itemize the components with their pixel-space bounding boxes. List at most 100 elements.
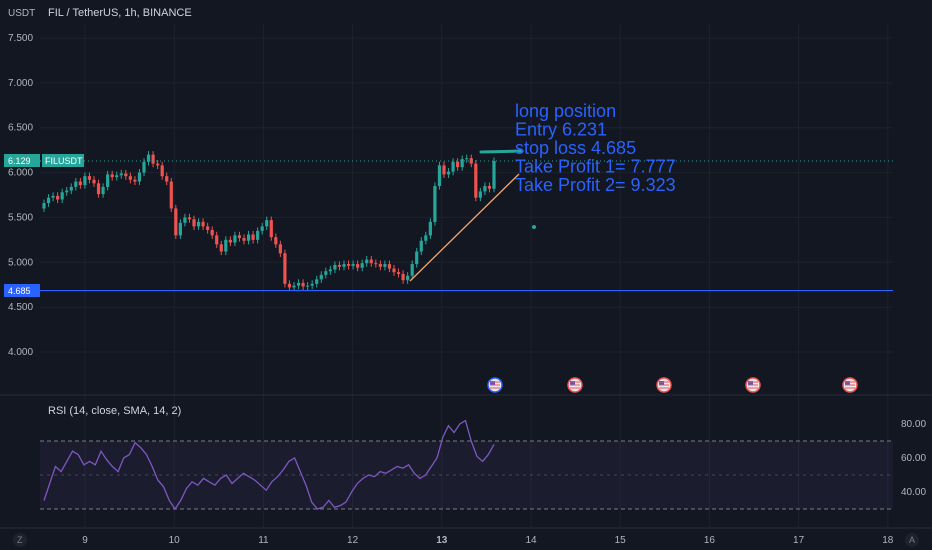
- candle: [283, 249, 287, 288]
- trend-line[interactable]: [409, 173, 520, 282]
- candle: [378, 260, 382, 271]
- candle: [174, 204, 178, 239]
- candle: [401, 270, 405, 284]
- candle: [437, 161, 442, 190]
- candle: [319, 271, 323, 283]
- candle: [342, 260, 346, 271]
- candle: [183, 213, 187, 227]
- candle: [69, 183, 73, 195]
- candle: [233, 231, 237, 247]
- price-tick-label: 5.500: [8, 212, 33, 223]
- candle: [237, 231, 242, 242]
- price-tick-label: 6.000: [8, 168, 33, 179]
- us-flag-icon: [745, 377, 761, 393]
- candle: [287, 280, 292, 291]
- candle: [215, 231, 219, 248]
- zoom-icon[interactable]: Z: [13, 533, 27, 547]
- candle: [328, 265, 332, 275]
- stop-loss-tag: 4.685: [4, 284, 40, 297]
- candle: [46, 194, 51, 207]
- candle: [456, 158, 460, 171]
- candle: [324, 267, 328, 279]
- candle: [465, 154, 469, 163]
- candle: [96, 179, 101, 198]
- candle: [160, 161, 164, 180]
- candle: [115, 171, 119, 181]
- candle: [469, 154, 473, 168]
- candle: [446, 168, 451, 178]
- candle: [306, 282, 310, 291]
- candle: [392, 264, 396, 276]
- rsi-tick-label: 40.00: [901, 487, 926, 498]
- candle: [165, 172, 169, 186]
- candle: [228, 236, 232, 247]
- symbol-title: FIL / TetherUS, 1h, BINANCE: [48, 7, 192, 19]
- price-tick-label: 4.500: [8, 302, 33, 313]
- candle: [246, 230, 251, 245]
- candle: [78, 177, 82, 189]
- candle: [178, 219, 182, 239]
- candle: [333, 261, 337, 274]
- candle: [278, 240, 282, 257]
- candle: [87, 172, 92, 184]
- candle: [383, 260, 387, 271]
- candle: [369, 256, 373, 267]
- candle: [410, 260, 414, 280]
- candle: [42, 199, 46, 213]
- candle: [274, 233, 278, 248]
- candle: [192, 215, 196, 230]
- candle: [83, 172, 87, 189]
- svg-text:6.129: 6.129: [8, 156, 31, 166]
- entry-marker-stroke[interactable]: [479, 149, 524, 154]
- candles-layer: [40, 151, 893, 291]
- candle: [315, 275, 319, 288]
- svg-text:A: A: [909, 535, 915, 545]
- candle: [346, 260, 351, 270]
- time-tick-label: 13: [436, 535, 448, 546]
- price-tick-label: 4.000: [8, 347, 33, 358]
- time-axis[interactable]: 9 10 11 12 13 14 15 16 17 18: [82, 535, 894, 546]
- rsi-tick-label: 60.00: [901, 453, 926, 464]
- candle: [492, 157, 496, 193]
- candle: [210, 226, 214, 239]
- candle: [424, 231, 428, 245]
- candle: [265, 216, 269, 230]
- price-tick-label: 6.500: [8, 123, 33, 134]
- svg-text:FILUSDT: FILUSDT: [45, 156, 83, 166]
- annotation-line: Take Profit 1= 7.777: [515, 157, 676, 177]
- candle: [415, 247, 419, 268]
- candle: [337, 261, 342, 271]
- time-tick-label: 14: [525, 535, 537, 546]
- candle: [201, 218, 205, 230]
- candle: [56, 192, 60, 204]
- marker-dot: [532, 225, 536, 229]
- price-tick-label: 5.000: [8, 257, 33, 268]
- rsi-line: [43, 419, 495, 511]
- candle: [374, 259, 378, 268]
- candle: [351, 260, 355, 270]
- currency-label: USDT: [8, 8, 35, 19]
- candle: [128, 172, 132, 184]
- time-tick-label: 17: [793, 535, 805, 546]
- candle: [360, 259, 364, 272]
- time-tick-label: 10: [169, 535, 181, 546]
- auto-scale-icon[interactable]: A: [905, 533, 919, 547]
- price-axis[interactable]: 7.500 7.000 6.500 6.000 5.500 5.000 4.500 4.000: [8, 33, 33, 358]
- candle: [487, 182, 492, 193]
- candle: [269, 216, 273, 241]
- candle: [419, 237, 423, 256]
- candle: [224, 236, 228, 256]
- last-price-tag: 6.129 FILUSDT: [4, 154, 84, 167]
- candle: [365, 256, 369, 267]
- candle: [110, 170, 114, 181]
- time-tick-label: 9: [82, 535, 88, 546]
- time-tick-label: 18: [882, 535, 894, 546]
- candle: [442, 161, 446, 178]
- event-flags: [487, 377, 858, 393]
- candle: [187, 213, 192, 223]
- time-tick-label: 12: [347, 535, 359, 546]
- candle: [119, 169, 123, 179]
